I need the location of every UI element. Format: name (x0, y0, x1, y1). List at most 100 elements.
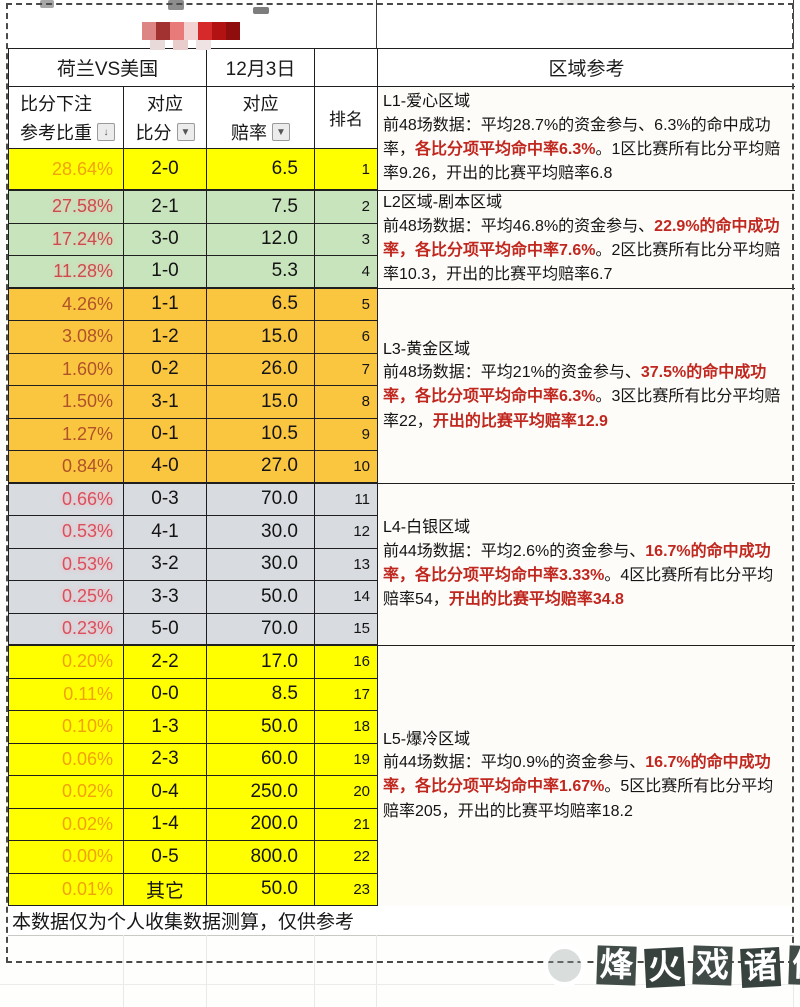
percent-cell[interactable]: 1.27% (9, 418, 124, 450)
score-cell[interactable]: 0-2 (124, 353, 207, 385)
rank-cell[interactable]: 2 (361, 198, 370, 216)
score-cell[interactable]: 4-0 (124, 451, 207, 482)
score-cell[interactable]: 3-2 (124, 548, 207, 580)
odds-cell[interactable]: 8.5 (207, 678, 315, 710)
score-cell[interactable]: 2-1 (124, 191, 207, 223)
odds-cell[interactable]: 50.0 (207, 873, 315, 905)
percent-cell[interactable]: 0.11% (9, 678, 124, 710)
rank-cell[interactable]: 6 (361, 328, 370, 346)
odds-cell[interactable]: 50.0 (207, 711, 315, 743)
odds-cell[interactable]: 5.3 (207, 256, 315, 287)
score-cell[interactable]: 3-3 (124, 581, 207, 613)
odds-cell[interactable]: 12.0 (207, 223, 315, 255)
filter-dropdown-icon[interactable]: ▼ (272, 123, 290, 141)
odds-cell[interactable]: 30.0 (207, 548, 315, 580)
percent-cell[interactable]: 0.06% (9, 743, 124, 775)
rank-cell[interactable]: 17 (353, 685, 370, 703)
score-cell[interactable]: 3-0 (124, 223, 207, 255)
rank-cell[interactable]: 13 (353, 555, 370, 573)
zone-section-L2[interactable]: L2区域-剧本区域 前48场数据：平均46.8%的资金参与、22.9%的命中成功率… (378, 191, 795, 289)
odds-cell[interactable]: 60.0 (207, 743, 315, 775)
percent-cell[interactable]: 0.02% (9, 808, 124, 840)
rank-cell[interactable]: 15 (353, 620, 370, 638)
rank-cell[interactable]: 16 (353, 653, 370, 671)
rank-cell[interactable]: 23 (353, 880, 370, 898)
odds-cell[interactable]: 6.5 (207, 149, 315, 189)
odds-cell[interactable]: 50.0 (207, 581, 315, 613)
score-cell[interactable]: 2-2 (124, 646, 207, 678)
score-cell[interactable]: 0-0 (124, 678, 207, 710)
rank-cell[interactable]: 1 (361, 160, 370, 178)
percent-cell[interactable]: 11.28% (9, 256, 124, 287)
odds-cell[interactable]: 7.5 (207, 191, 315, 223)
score-cell[interactable]: 1-0 (124, 256, 207, 287)
percent-cell[interactable]: 0.84% (9, 451, 124, 482)
percent-cell[interactable]: 0.00% (9, 841, 124, 873)
column-header-rank[interactable]: 排名 (315, 87, 377, 148)
rank-cell[interactable]: 10 (353, 457, 370, 475)
odds-cell[interactable]: 30.0 (207, 516, 315, 548)
odds-cell[interactable]: 15.0 (207, 386, 315, 418)
column-header-weight[interactable]: 比分下注 参考比重 ↓ (9, 87, 124, 148)
percent-cell[interactable]: 1.60% (9, 353, 124, 385)
percent-cell[interactable]: 0.23% (9, 613, 124, 644)
rank-cell[interactable]: 5 (361, 295, 370, 313)
rank-cell[interactable]: 20 (353, 783, 370, 801)
percent-cell[interactable]: 0.20% (9, 646, 124, 678)
rank-cell[interactable]: 12 (353, 523, 370, 541)
rank-cell[interactable]: 7 (361, 360, 370, 378)
score-cell[interactable]: 0-1 (124, 418, 207, 450)
zone-section-L4[interactable]: L4-白银区域 前44场数据：平均2.6%的资金参与、16.7%的命中成功率，各比… (378, 484, 795, 646)
percent-cell[interactable]: 1.50% (9, 386, 124, 418)
odds-cell[interactable]: 10.5 (207, 418, 315, 450)
score-cell[interactable]: 0-3 (124, 483, 207, 515)
percent-cell[interactable]: 0.01% (9, 873, 124, 905)
filter-dropdown-icon[interactable]: ▼ (176, 123, 195, 141)
odds-cell[interactable]: 6.5 (207, 288, 315, 320)
percent-cell[interactable]: 0.25% (9, 581, 124, 613)
score-cell[interactable]: 其它 (124, 873, 207, 905)
disclaimer-row[interactable]: 本数据仅为个人收集数据测算，仅供参考 (8, 906, 794, 936)
score-cell[interactable]: 1-4 (124, 808, 207, 840)
score-cell[interactable]: 0-5 (124, 841, 207, 873)
percent-cell[interactable]: 3.08% (9, 321, 124, 353)
zone-section-L3[interactable]: L3-黄金区域 前48场数据：平均21%的资金参与、37.5%的命中成功率，各比分… (378, 289, 795, 484)
match-title-cell[interactable]: 荷兰VS美国 (9, 49, 207, 86)
column-header-odds[interactable]: 对应 赔率 ▼ (207, 87, 315, 148)
odds-cell[interactable]: 15.0 (207, 321, 315, 353)
date-cell[interactable]: 12月3日 (207, 49, 315, 86)
score-cell[interactable]: 4-1 (124, 516, 207, 548)
odds-cell[interactable]: 26.0 (207, 353, 315, 385)
score-cell[interactable]: 2-0 (124, 149, 207, 189)
score-cell[interactable]: 2-3 (124, 743, 207, 775)
percent-cell[interactable]: 17.24% (9, 223, 124, 255)
rank-cell[interactable]: 3 (361, 230, 370, 248)
empty-cell[interactable] (315, 49, 377, 86)
score-cell[interactable]: 1-3 (124, 711, 207, 743)
score-cell[interactable]: 1-2 (124, 321, 207, 353)
zone-section-L5[interactable]: L5-爆冷区域 前44场数据：平均0.9%的资金参与、16.7%的命中成功率，各比… (378, 646, 795, 906)
percent-cell[interactable]: 0.53% (9, 548, 124, 580)
percent-cell[interactable]: 0.02% (9, 776, 124, 808)
percent-cell[interactable]: 28.64% (9, 149, 124, 189)
odds-cell[interactable]: 17.0 (207, 646, 315, 678)
score-cell[interactable]: 5-0 (124, 613, 207, 644)
rank-cell[interactable]: 9 (361, 425, 370, 443)
percent-cell[interactable]: 27.58% (9, 191, 124, 223)
percent-cell[interactable]: 0.66% (9, 483, 124, 515)
column-header-score[interactable]: 对应 比分 ▼ (124, 87, 207, 148)
rank-cell[interactable]: 19 (353, 750, 370, 768)
rank-cell[interactable]: 14 (353, 588, 370, 606)
odds-cell[interactable]: 70.0 (207, 483, 315, 515)
rank-cell[interactable]: 4 (361, 262, 370, 280)
zone-section-L1[interactable]: L1-爱心区域 前48场数据：平均28.7%的资金参与、6.3%的命中成功率，各比… (378, 87, 795, 191)
rank-cell[interactable]: 18 (353, 718, 370, 736)
score-cell[interactable]: 0-4 (124, 776, 207, 808)
rank-cell[interactable]: 21 (353, 815, 370, 833)
rank-cell[interactable]: 22 (353, 848, 370, 866)
percent-cell[interactable]: 0.10% (9, 711, 124, 743)
sort-filter-icon[interactable]: ↓ (97, 123, 115, 141)
rank-cell[interactable]: 8 (361, 393, 370, 411)
odds-cell[interactable]: 200.0 (207, 808, 315, 840)
score-cell[interactable]: 1-1 (124, 288, 207, 320)
